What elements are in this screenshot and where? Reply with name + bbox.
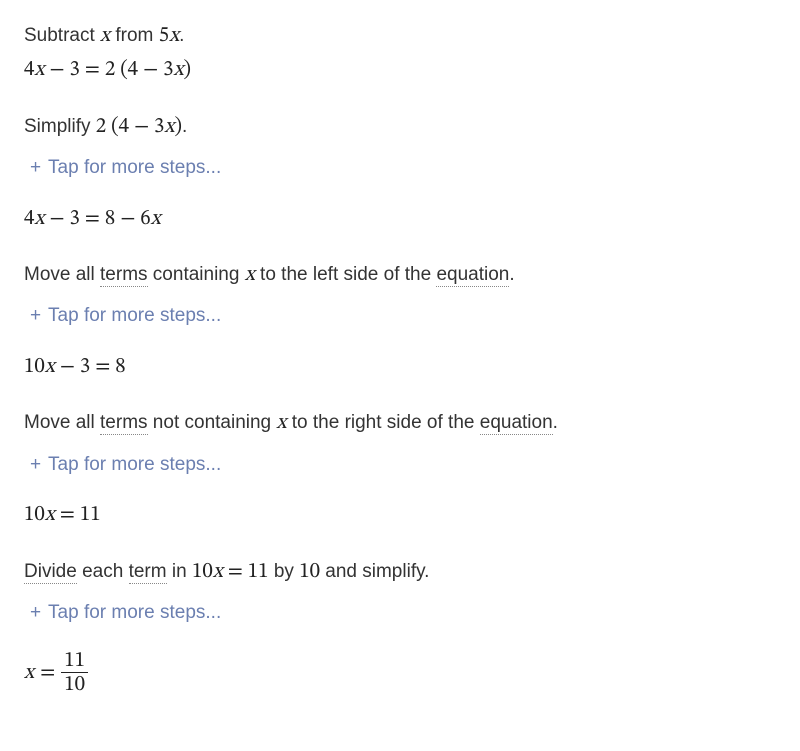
eq-rhs: 8: [115, 356, 125, 377]
step-2-instruction: Simplify 2 (4 − 3x).: [24, 113, 800, 141]
step-4-equation: 10x = 11: [24, 501, 800, 529]
math-inline: 10x = 11: [192, 561, 269, 582]
eq-rhs: 11: [80, 504, 101, 525]
eq-sign: =: [95, 356, 115, 377]
var-x: x: [169, 25, 179, 46]
text-fragment: containing: [148, 264, 245, 285]
math-inline: x: [100, 25, 110, 46]
step-3-equation: 10x − 3 = 8: [24, 353, 800, 381]
step-4-instruction: Move all terms not containing x to the r…: [24, 409, 800, 437]
step-1: Subtract x from 5x. 4x − 3 = 2 (4 − 3x): [24, 22, 800, 85]
glossary-divide[interactable]: Divide: [24, 561, 77, 584]
text-fragment: to the right side of the: [286, 412, 479, 433]
step-5-equation: x = 11 10: [24, 650, 800, 696]
text-fragment: Move all: [24, 412, 100, 433]
eq-sign: =: [40, 659, 55, 687]
var-x: x: [276, 412, 286, 433]
math-inline: 5x: [159, 25, 179, 46]
text-fragment: Simplify: [24, 116, 96, 137]
step-2-equation: 4x − 3 = 8 − 6x: [24, 205, 800, 233]
glossary-term[interactable]: term: [129, 561, 167, 584]
fraction-denominator: 10: [61, 672, 88, 696]
text-fragment: each: [77, 561, 129, 582]
text-fragment: .: [553, 412, 558, 433]
step-5: Divide each term in 10x = 11 by 10 and s…: [24, 558, 800, 696]
glossary-terms[interactable]: terms: [100, 264, 148, 287]
text-fragment: .: [179, 25, 184, 46]
step-1-equation: 4x − 3 = 2 (4 − 3x): [24, 56, 800, 84]
text-fragment: by: [269, 561, 300, 582]
plus-icon: +: [30, 602, 41, 623]
coef: 5: [159, 25, 169, 46]
tap-label: Tap for more steps...: [48, 454, 221, 475]
text-fragment: and simplify.: [320, 561, 429, 582]
text-fragment: from: [110, 25, 159, 46]
glossary-equation[interactable]: equation: [436, 264, 509, 287]
tap-label: Tap for more steps...: [48, 305, 221, 326]
plus-icon: +: [30, 157, 41, 178]
eq-lhs: 4x − 3: [24, 208, 80, 229]
text-fragment: to the left side of the: [255, 264, 437, 285]
eq-sign: =: [85, 208, 105, 229]
eq-sign: =: [85, 59, 105, 80]
glossary-equation[interactable]: equation: [480, 412, 553, 435]
eq-rhs: 8 − 6x: [105, 208, 161, 229]
glossary-terms[interactable]: terms: [100, 412, 148, 435]
text-fragment: .: [509, 264, 514, 285]
tap-for-more-steps[interactable]: + Tap for more steps...: [30, 600, 221, 626]
eq-lhs: 10x: [24, 504, 55, 525]
step-3: Move all terms containing x to the left …: [24, 261, 800, 381]
tap-for-more-steps[interactable]: + Tap for more steps...: [30, 155, 221, 181]
step-1-instruction: Subtract x from 5x.: [24, 22, 800, 50]
text-fragment: Move all: [24, 264, 100, 285]
result-fraction: 11 10: [61, 650, 88, 696]
text-fragment: not containing: [148, 412, 277, 433]
tap-for-more-steps[interactable]: + Tap for more steps...: [30, 303, 221, 329]
step-4: Move all terms not containing x to the r…: [24, 409, 800, 529]
result-lhs: x: [24, 659, 34, 687]
text-fragment: Subtract: [24, 25, 100, 46]
step-3-instruction: Move all terms containing x to the left …: [24, 261, 800, 289]
eq-lhs: 4x − 3: [24, 59, 80, 80]
step-2: Simplify 2 (4 − 3x). + Tap for more step…: [24, 113, 800, 233]
math-inline: 10: [299, 561, 320, 582]
tap-for-more-steps[interactable]: + Tap for more steps...: [30, 452, 221, 478]
eq-rhs: 2 (4 − 3x): [105, 59, 191, 80]
tap-label: Tap for more steps...: [48, 602, 221, 623]
eq-sign: =: [60, 504, 80, 525]
plus-icon: +: [30, 454, 41, 475]
text-fragment: .: [182, 116, 187, 137]
math-inline: 2 (4 − 3x): [96, 116, 182, 137]
fraction-numerator: 11: [61, 650, 88, 672]
text-fragment: in: [167, 561, 192, 582]
tap-label: Tap for more steps...: [48, 157, 221, 178]
var-x: x: [245, 264, 255, 285]
step-5-instruction: Divide each term in 10x = 11 by 10 and s…: [24, 558, 800, 586]
plus-icon: +: [30, 305, 41, 326]
eq-lhs: 10x − 3: [24, 356, 90, 377]
